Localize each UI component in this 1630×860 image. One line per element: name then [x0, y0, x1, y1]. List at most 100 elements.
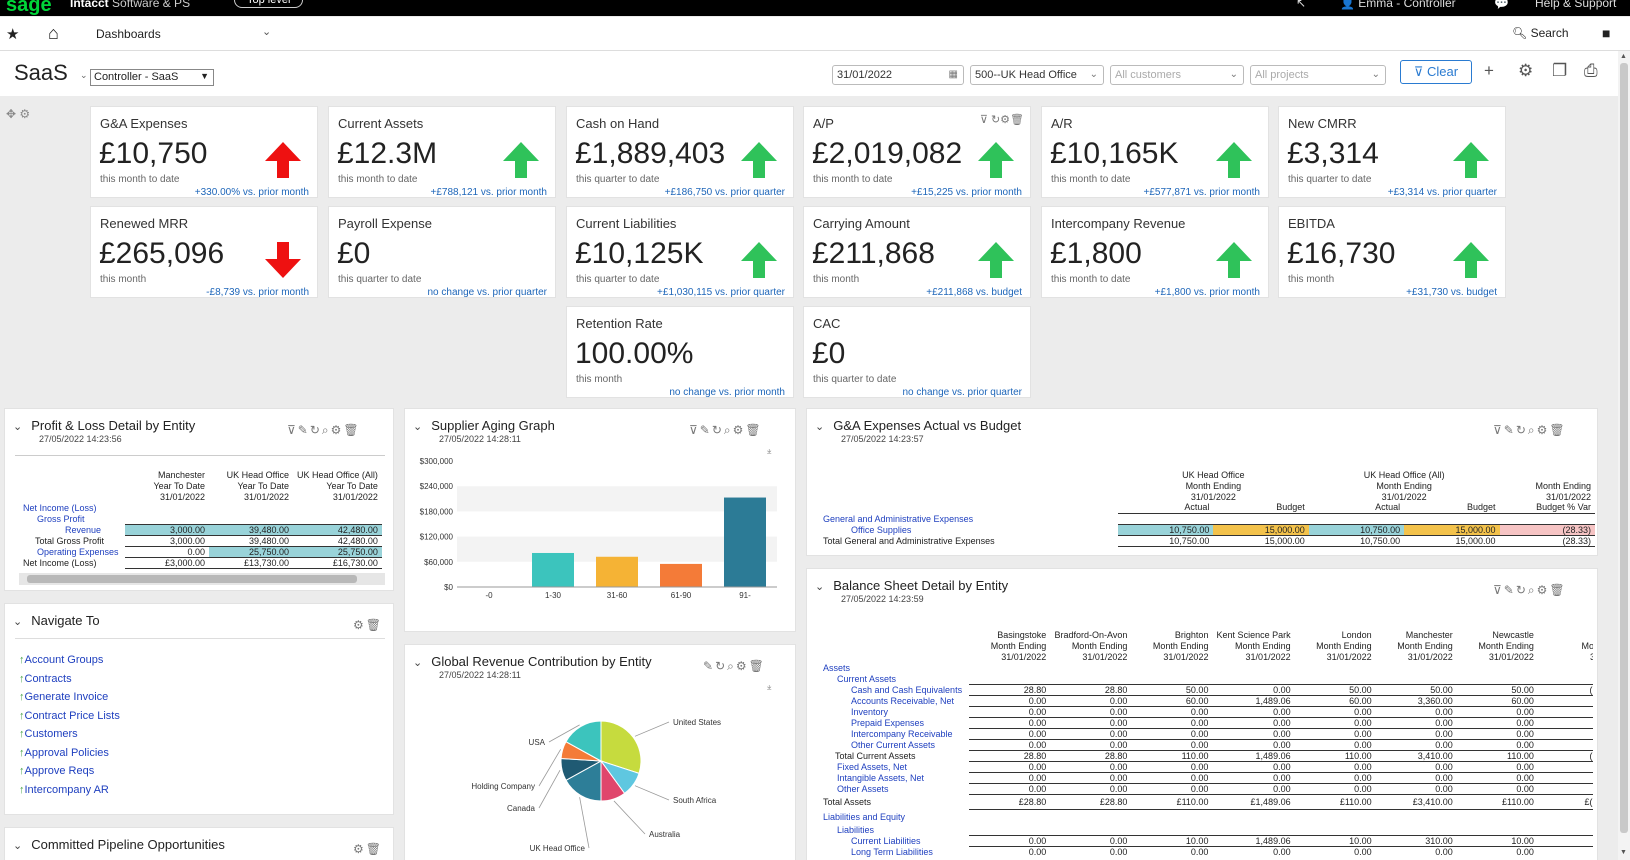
- search-button[interactable]: 🔍︎ Search: [1512, 26, 1569, 40]
- row-label[interactable]: General and Administrative Expenses: [823, 513, 974, 524]
- kpi-card[interactable]: Current Assets £12.3M this month to date +£…: [328, 106, 556, 198]
- navigate-link[interactable]: ↑Contracts: [19, 673, 120, 692]
- navigate-link[interactable]: ↑Intercompany AR: [19, 784, 120, 803]
- navigate-link[interactable]: ↑Contract Price Lists: [19, 710, 120, 729]
- kpi-card[interactable]: A/P £2,019,082 this month to date +£15,225 …: [803, 106, 1031, 198]
- kpi-label: A/P: [813, 116, 834, 131]
- projects-select[interactable]: All projects ⌄: [1250, 65, 1386, 85]
- row-label[interactable]: Intangible Assets, Net: [837, 772, 925, 783]
- title-caret-icon[interactable]: ⌄: [80, 70, 88, 80]
- row-label[interactable]: Fixed Assets, Net: [837, 761, 908, 772]
- row-label[interactable]: Revenue: [65, 524, 102, 535]
- bar[interactable]: [532, 552, 574, 587]
- kpi-card[interactable]: Current Liabilities £10,125K this quarter …: [566, 206, 794, 298]
- revenue-panel-date: 27/05/2022 14:28:11: [439, 670, 521, 680]
- row-label[interactable]: Other Current Assets: [851, 739, 936, 750]
- kpi-card[interactable]: New CMRR £3,314 this quarter to date +£3,31…: [1278, 106, 1506, 198]
- date-field[interactable]: 31/01/2022 ▦: [832, 65, 964, 85]
- row-label[interactable]: Accounts Receivable, Net: [851, 695, 955, 706]
- row-label[interactable]: Current Assets: [837, 673, 897, 684]
- page-scrollbar[interactable]: ▲ ▼: [1618, 51, 1630, 860]
- add-icon[interactable]: +: [1484, 61, 1494, 80]
- clear-filters-button[interactable]: ⊽ Clear: [1400, 60, 1472, 84]
- table-cell: 0.00: [1294, 845, 1376, 857]
- row-label[interactable]: Current Liabilities: [851, 835, 921, 846]
- navigate-link[interactable]: ↑Generate Invoice: [19, 691, 120, 710]
- bookmark-icon[interactable]: ■: [1602, 25, 1611, 41]
- revenue-panel-title[interactable]: ⌄ Global Revenue Contribution by Entity: [413, 654, 652, 669]
- bar[interactable]: [596, 556, 638, 587]
- row-label[interactable]: Prepaid Expenses: [851, 717, 925, 728]
- kpi-card[interactable]: EBITDA £16,730 this month +£31,730 vs. budg…: [1278, 206, 1506, 298]
- table-cell: 0.00: [969, 705, 1051, 717]
- dashboards-menu[interactable]: Dashboards: [96, 27, 161, 41]
- aging-panel-tools[interactable]: ⊽✎↻⌕⚙🗑: [689, 423, 763, 438]
- kpi-card[interactable]: Payroll Expense £0 this quarter to date no …: [328, 206, 556, 298]
- recent-icon[interactable]: ↖: [1296, 0, 1307, 10]
- pie-slice[interactable]: [565, 760, 602, 802]
- y-tick-label: $240,000: [420, 482, 454, 491]
- home-icon[interactable]: ⌂: [48, 23, 59, 43]
- navigate-panel-tools[interactable]: ⚙🗑: [353, 618, 383, 632]
- pl-panel-title[interactable]: ⌄ Profit & Loss Detail by Entity: [13, 418, 196, 433]
- entity-select[interactable]: 500--UK Head Office ⌄: [970, 65, 1104, 85]
- navigate-link[interactable]: ↑Approval Policies: [19, 747, 120, 766]
- row-label[interactable]: Inventory: [851, 706, 889, 717]
- row-label[interactable]: Liabilities: [837, 824, 875, 835]
- pie-slice[interactable]: [565, 720, 602, 762]
- row-label[interactable]: Office Supplies: [851, 524, 912, 535]
- copy-icon[interactable]: ❐: [1552, 61, 1568, 80]
- horizontal-scrollbar[interactable]: [19, 573, 385, 585]
- pipeline-panel-title[interactable]: ⌄ Committed Pipeline Opportunities: [13, 837, 225, 852]
- calendar-icon[interactable]: ▦: [948, 69, 958, 80]
- kpi-card[interactable]: A/R £10,165K this month to date +£577,871 v…: [1041, 106, 1269, 198]
- download-icon[interactable]: ⤓: [767, 449, 772, 456]
- entity-level-button[interactable]: Top level: [234, 0, 304, 8]
- revenue-panel-tools[interactable]: ✎↻⌕⚙🗑: [703, 659, 766, 674]
- bs-panel-tools[interactable]: ⊽✎↻⌕⚙🗑: [1493, 583, 1567, 598]
- gear-icon[interactable]: ⚙: [1518, 61, 1534, 80]
- navigate-link[interactable]: ↑Customers: [19, 728, 120, 747]
- favorites-star-icon[interactable]: ★: [6, 26, 20, 43]
- bar[interactable]: [660, 563, 702, 587]
- move-settings-icons[interactable]: ✥ ⚙: [6, 107, 31, 121]
- user-menu[interactable]: 👤 Emma - Controller: [1340, 0, 1456, 10]
- aging-panel-title[interactable]: ⌄ Supplier Aging Graph: [413, 418, 555, 433]
- bs-panel-title[interactable]: ⌄ Balance Sheet Detail by Entity: [815, 578, 1009, 593]
- chat-icon[interactable]: 💬: [1494, 0, 1509, 10]
- row-label[interactable]: Gross Profit: [37, 513, 85, 524]
- row-label[interactable]: Cash and Cash Equivalents: [851, 684, 963, 695]
- kpi-card[interactable]: Cash on Hand £1,889,403 this quarter to da…: [566, 106, 794, 198]
- pie-slice[interactable]: [600, 720, 642, 774]
- row-label[interactable]: Assets: [823, 662, 851, 673]
- help-link[interactable]: Help & Support: [1535, 0, 1617, 10]
- sage-logo[interactable]: sage: [6, 0, 52, 16]
- trash-icon: 🗑: [1549, 423, 1567, 437]
- ga-panel-tools[interactable]: ⊽✎↻⌕⚙🗑: [1493, 423, 1567, 438]
- customers-select[interactable]: All customers ⌄: [1110, 65, 1244, 85]
- navigate-link[interactable]: ↑Approve Reqs: [19, 765, 120, 784]
- chevron-down-icon[interactable]: ⌄: [262, 26, 272, 38]
- kpi-card[interactable]: Carrying Amount £211,868 this month +£211,8…: [803, 206, 1031, 298]
- bar[interactable]: [724, 497, 766, 587]
- dashboard-select[interactable]: Controller - SaaS ▼: [90, 69, 214, 86]
- row-label[interactable]: Long Term Liabilities: [851, 846, 933, 857]
- kpi-card[interactable]: CAC £0 this quarter to date no change vs. p…: [803, 306, 1031, 398]
- kpi-card[interactable]: Intercompany Revenue £1,800 this month to …: [1041, 206, 1269, 298]
- row-label[interactable]: Operating Expenses: [37, 546, 119, 557]
- kpi-card[interactable]: Renewed MRR £265,096 this month -£8,739 vs.…: [90, 206, 318, 298]
- navigate-link[interactable]: ↑Account Groups: [19, 654, 120, 673]
- ga-panel-title[interactable]: ⌄ G&A Expenses Actual vs Budget: [815, 418, 1022, 433]
- row-label[interactable]: Liabilities and Equity: [823, 811, 906, 822]
- kpi-card[interactable]: G&A Expenses £10,750 this month to date +33…: [90, 106, 318, 198]
- row-label[interactable]: Other Assets: [837, 783, 889, 794]
- pipeline-panel-tools[interactable]: ⚙🗑: [353, 842, 383, 856]
- row-label[interactable]: Net Income (Loss): [23, 502, 97, 513]
- kpi-card[interactable]: Retention Rate 100.00% this month no change…: [566, 306, 794, 398]
- row-label[interactable]: Intercompany Receivable: [851, 728, 953, 739]
- pl-panel-tools[interactable]: ⊽✎↻⌕⚙🗑: [287, 423, 361, 438]
- kpi-tools[interactable]: ⊽ ↻⚙🗑: [979, 114, 1024, 126]
- download-icon[interactable]: ⤓: [767, 685, 772, 692]
- navigate-panel-title[interactable]: ⌄ Navigate To: [13, 613, 100, 628]
- print-icon[interactable]: ⎙: [1584, 61, 1598, 80]
